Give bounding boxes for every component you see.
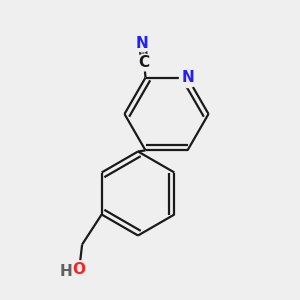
Text: N: N	[181, 70, 194, 85]
Text: C: C	[139, 55, 150, 70]
Text: N: N	[136, 36, 149, 51]
Text: H: H	[59, 264, 72, 279]
Text: O: O	[73, 262, 85, 278]
